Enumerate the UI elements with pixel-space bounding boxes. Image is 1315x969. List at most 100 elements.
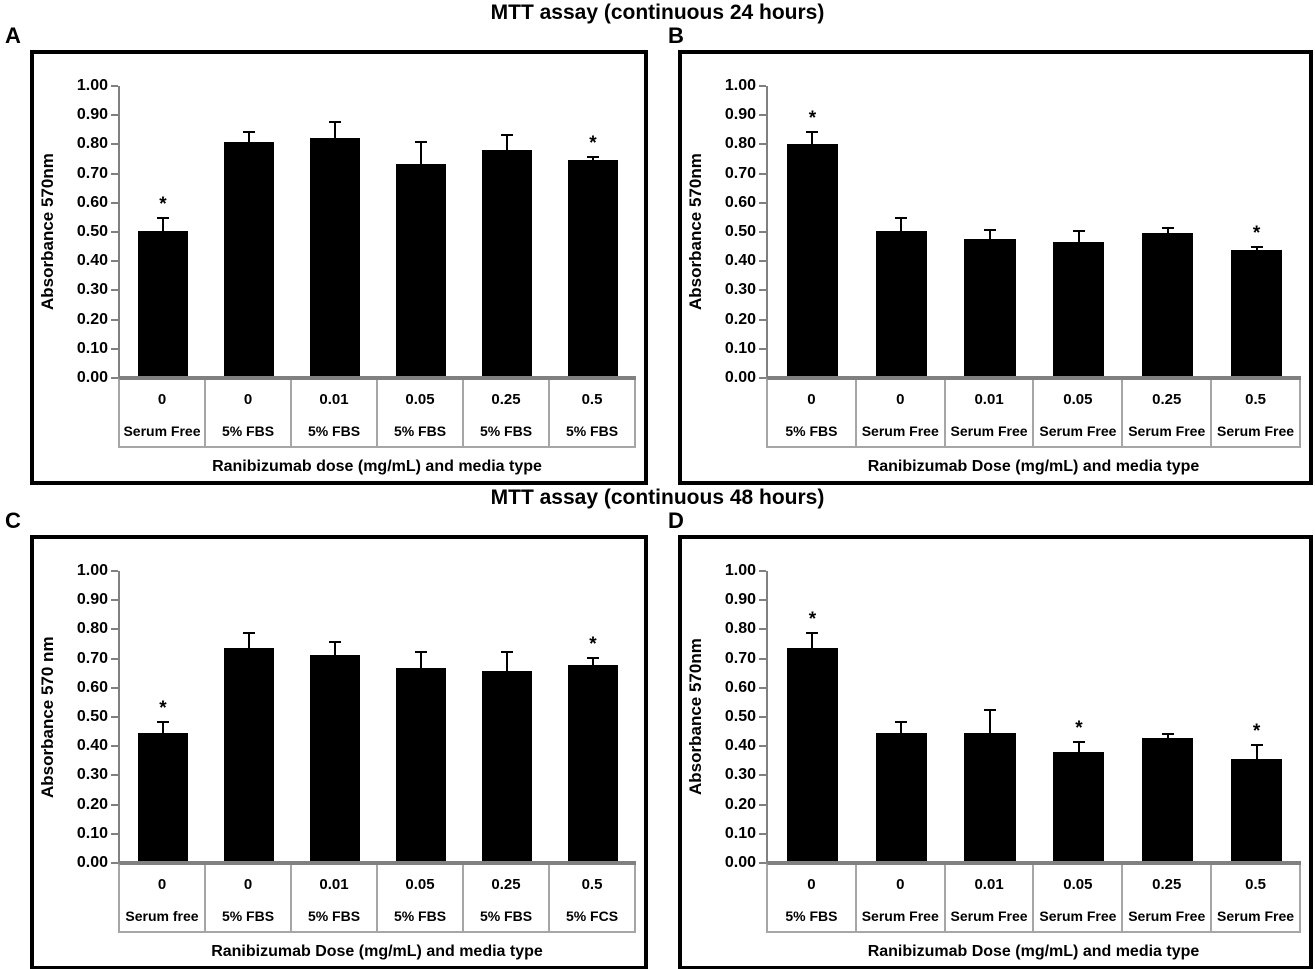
y-axis-tickmark: [759, 114, 766, 117]
media-label: 5% FBS: [393, 908, 447, 924]
bar-0.05-3: [396, 668, 446, 861]
dose-label: 0.25: [1152, 391, 1182, 408]
y-axis-tickmark: [111, 289, 118, 292]
significance-asterisk: *: [808, 107, 817, 129]
y-axis-tickmark: [759, 347, 766, 350]
media-label: Serum Free: [1217, 908, 1295, 924]
dose-label: 0: [243, 876, 253, 893]
y-axis-tickmark: [759, 172, 766, 175]
x-category-column: 0.5 Serum Free: [1212, 865, 1301, 931]
dose-label: 0.25: [1152, 876, 1182, 893]
y-tick-label: 1.00: [724, 77, 756, 94]
y-tick-label: 0.30: [76, 281, 108, 299]
y-axis-label: Absorbance 570 nm: [38, 636, 57, 798]
error-bar-cap: [984, 709, 997, 712]
plot-area: * *: [111, 85, 636, 379]
y-tick-label: 0.00: [724, 854, 756, 871]
y-axis-tickmark: [759, 686, 766, 689]
error-bar-line: [1077, 230, 1080, 242]
error-bar-cap: [501, 133, 513, 136]
dose-label: 0: [157, 391, 167, 408]
error-bar-cap: [586, 656, 599, 659]
y-tick-label: 0.90: [724, 591, 756, 609]
panel-wrap-a: A Absorbance 570nm 1.00 0.90 0.80 0.70 0.60 0.5…: [5, 25, 648, 485]
error-bar-cap: [1161, 227, 1174, 230]
error-bar-line: [1255, 246, 1258, 251]
y-tick-label: 1.00: [76, 562, 108, 579]
error-bar-cap: [501, 650, 513, 653]
x-category-column: 0 5% FBS: [768, 380, 857, 446]
bar-0.01-2: [964, 732, 1016, 861]
y-axis-tickmark: [759, 318, 766, 321]
x-axis-label: Ranibizumab dose (mg/mL) and media type: [212, 458, 542, 475]
dose-label: 0: [807, 876, 816, 893]
y-tick-label: 0.40: [76, 252, 108, 270]
error-bar-line: [248, 631, 250, 648]
x-category-table: 0 Serum free 0 5% FBS 0.01 5% FBS 0.05 5% FBS 0.…: [118, 863, 636, 933]
media-label: 5% FBS: [785, 908, 838, 924]
y-axis-tickmark: [111, 686, 118, 689]
error-bar-line: [900, 216, 903, 232]
y-axis-tickmark: [111, 260, 118, 263]
bar-0.01-2: [310, 138, 360, 376]
x-category-column: 0.25 5% FBS: [464, 380, 550, 446]
error-bar-cap: [1072, 741, 1085, 744]
error-bar-line: [811, 631, 814, 648]
bar-0.05-3: [396, 164, 446, 376]
y-axis-tickmark: [111, 745, 118, 748]
y-tick-label: 0.50: [76, 708, 108, 725]
x-category-column: 0.25 Serum Free: [1123, 380, 1213, 446]
dose-label: 0.01: [974, 876, 1004, 893]
x-axis-label: Ranibizumab Dose (mg/mL) and media type: [867, 943, 1200, 960]
media-label: Serum Free: [950, 908, 1028, 924]
media-label: Serum free: [125, 908, 199, 924]
y-axis-tickmark: [111, 774, 118, 777]
y-tick-label: 0.60: [76, 193, 108, 211]
plot-area: * * *: [759, 570, 1301, 864]
x-category-column: 0.05 Serum Free: [1034, 380, 1124, 446]
bar-0.25-4: [1142, 738, 1194, 861]
bar-0.05-3: [1053, 751, 1105, 861]
y-axis-tickmark: [759, 774, 766, 777]
error-bar-cap: [415, 650, 427, 653]
panel-letter-d: D: [668, 508, 684, 533]
media-label: 5% FBS: [307, 423, 361, 439]
significance-asterisk: *: [1075, 718, 1083, 740]
y-tick-label: 0.20: [76, 795, 108, 813]
dose-label: 0.25: [491, 876, 521, 893]
y-axis-tickmark: [111, 570, 118, 572]
y-tick-label: 0.70: [76, 649, 108, 667]
panel-wrap-d: D Absorbance 570nm 1.00 0.90 0.80 0.70 0.60 0.5…: [668, 510, 1313, 969]
bar-0.5-5: [568, 665, 618, 861]
x-category-column: 0 5% FBS: [768, 865, 857, 931]
media-label: Serum Free: [1039, 423, 1117, 439]
error-bar-line: [420, 140, 422, 165]
error-bar-line: [506, 133, 508, 150]
media-label: 5% FCS: [565, 908, 619, 924]
bar-0.25-4: [482, 671, 532, 861]
y-tick-label: 0.10: [76, 339, 108, 357]
y-tick-label: 0.70: [724, 649, 756, 667]
x-category-column: 0.5 5% FCS: [550, 865, 636, 931]
error-bar-cap: [243, 130, 255, 133]
y-tick-label: 0.20: [724, 795, 756, 813]
y-axis-tickmark: [111, 143, 118, 146]
panel-letter-c: C: [5, 508, 21, 533]
x-category-column: 0 Serum free: [120, 865, 206, 931]
y-tick-label: 0.90: [76, 106, 108, 124]
x-category-table: 0 Serum Free 0 5% FBS 0.01 5% FBS 0.05 5% FBS 0.…: [118, 378, 636, 448]
dose-label: 0.05: [1063, 391, 1093, 408]
y-axis-tickmark: [759, 260, 766, 263]
y-tick-label: 0.00: [724, 369, 756, 386]
bar-0.05-3: [1053, 241, 1105, 376]
y-tick-label: 0.00: [76, 369, 108, 386]
y-axis-tickmark: [111, 231, 118, 233]
y-axis-tickmark: [111, 862, 118, 864]
bar-0.5-5: [568, 159, 618, 376]
y-tick-label: 0.20: [76, 310, 108, 328]
y-tick-label: 0.50: [724, 223, 756, 240]
dose-label: 0.05: [1063, 876, 1093, 893]
y-tick-label: 1.00: [724, 562, 756, 579]
y-axis-label: Absorbance 570nm: [686, 638, 705, 796]
error-bar-cap: [1250, 246, 1263, 249]
